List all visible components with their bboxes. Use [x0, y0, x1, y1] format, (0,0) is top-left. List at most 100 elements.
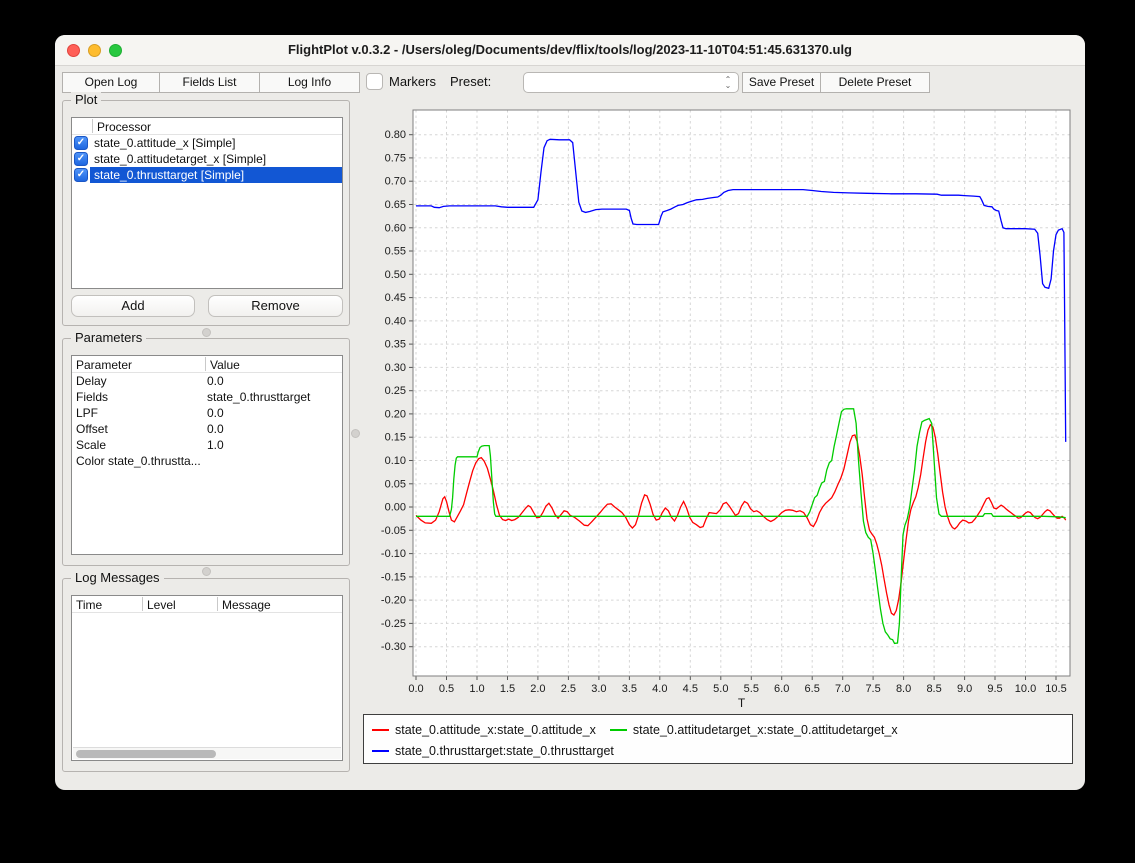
svg-text:3.5: 3.5 [622, 683, 637, 695]
svg-text:0.75: 0.75 [385, 152, 406, 164]
svg-text:4.0: 4.0 [652, 683, 667, 695]
log-messages-panel-title: Log Messages [71, 570, 164, 585]
preset-label: Preset: [450, 74, 491, 89]
split-divider-handle[interactable] [202, 328, 211, 337]
fields-list-button[interactable]: Fields List [159, 72, 260, 93]
svg-text:8.5: 8.5 [926, 683, 941, 695]
check-icon: ✓ [77, 153, 85, 164]
svg-text:0.60: 0.60 [385, 222, 406, 234]
svg-text:9.5: 9.5 [987, 683, 1002, 695]
svg-text:-0.30: -0.30 [381, 641, 406, 653]
svg-text:1.5: 1.5 [500, 683, 515, 695]
column-divider [217, 597, 218, 611]
check-icon: ✓ [77, 169, 85, 180]
level-column-header: Level [147, 598, 176, 612]
parameter-column-header: Parameter [76, 358, 132, 372]
open-log-button[interactable]: Open Log [62, 72, 160, 93]
svg-text:-0.15: -0.15 [381, 571, 406, 583]
param-row-scale[interactable]: Scale 1.0 [72, 437, 342, 453]
plot-row-attitudetarget-x[interactable]: ✓ state_0.attitudetarget_x [Simple] [72, 151, 342, 167]
parameters-table: Parameter Value Delay 0.0 Fields state_0… [71, 355, 343, 555]
window-title: FlightPlot v.0.3.2 - /Users/oleg/Documen… [55, 42, 1085, 57]
processor-column-header: Processor [97, 120, 151, 134]
svg-text:-0.10: -0.10 [381, 548, 406, 560]
svg-text:0.55: 0.55 [385, 246, 406, 258]
plot-row-label: state_0.attitude_x [Simple] [90, 135, 342, 151]
check-icon: ✓ [77, 137, 85, 148]
param-name: LPF [72, 406, 205, 420]
svg-text:10.0: 10.0 [1015, 683, 1036, 695]
horizontal-scrollbar[interactable] [73, 747, 341, 759]
svg-text:10.5: 10.5 [1045, 683, 1066, 695]
column-divider [205, 357, 206, 371]
svg-text:-0.20: -0.20 [381, 595, 406, 607]
parameters-panel: Parameters Parameter Value Delay 0.0 Fie… [62, 338, 350, 566]
delete-preset-button[interactable]: Delete Preset [820, 72, 930, 93]
legend-entry: state_0.thrusttarget:state_0.thrusttarge… [372, 740, 614, 761]
time-column-header: Time [76, 598, 102, 612]
log-messages-panel: Log Messages Time Level Message [62, 578, 350, 772]
red-line-swatch-icon [372, 729, 389, 731]
plot-row-label: state_0.thrusttarget [Simple] [90, 167, 342, 183]
svg-text:4.5: 4.5 [683, 683, 698, 695]
svg-text:-0.25: -0.25 [381, 618, 406, 630]
checkbox-checked-icon[interactable]: ✓ [74, 152, 88, 166]
markers-checkbox[interactable] [366, 73, 383, 90]
checkbox-checked-icon[interactable]: ✓ [74, 136, 88, 150]
param-value[interactable]: state_0.thrusttarget [205, 390, 342, 404]
x-axis-title: T [738, 696, 746, 710]
param-row-fields[interactable]: Fields state_0.thrusttarget [72, 389, 342, 405]
param-value[interactable]: 1.0 [205, 438, 342, 452]
param-row-lpf[interactable]: LPF 0.0 [72, 405, 342, 421]
plot-table: Processor ✓ state_0.attitude_x [Simple] … [71, 117, 343, 289]
scrollbar-thumb[interactable] [76, 750, 216, 758]
svg-text:0.25: 0.25 [385, 385, 406, 397]
app-window: FlightPlot v.0.3.2 - /Users/oleg/Documen… [55, 35, 1085, 790]
param-name: Delay [72, 374, 205, 388]
markers-label: Markers [389, 74, 436, 89]
svg-text:6.0: 6.0 [774, 683, 789, 695]
log-messages-table-header: Time Level Message [72, 596, 342, 613]
param-value[interactable]: 0.0 [205, 406, 342, 420]
svg-text:0.20: 0.20 [385, 408, 406, 420]
legend-label: state_0.attitude_x:state_0.attitude_x [395, 723, 596, 737]
remove-button[interactable]: Remove [208, 295, 343, 317]
svg-text:0.10: 0.10 [385, 455, 406, 467]
param-row-delay[interactable]: Delay 0.0 [72, 373, 342, 389]
svg-text:7.0: 7.0 [835, 683, 850, 695]
plot-row-attitude-x[interactable]: ✓ state_0.attitude_x [Simple] [72, 135, 342, 151]
add-button[interactable]: Add [71, 295, 195, 317]
svg-text:0.00: 0.00 [385, 502, 406, 514]
svg-text:0.35: 0.35 [385, 339, 406, 351]
param-value[interactable]: 0.0 [205, 374, 342, 388]
flight-data-chart[interactable]: -0.30-0.25-0.20-0.15-0.10-0.050.000.050.… [362, 100, 1078, 710]
svg-text:5.0: 5.0 [713, 683, 728, 695]
param-row-color[interactable]: Color state_0.thrustta... [72, 453, 342, 469]
log-info-button[interactable]: Log Info [259, 72, 360, 93]
svg-text:6.5: 6.5 [805, 683, 820, 695]
split-divider-handle[interactable] [351, 429, 360, 438]
param-value[interactable]: 0.0 [205, 422, 342, 436]
split-divider-handle[interactable] [202, 567, 211, 576]
checkbox-checked-icon[interactable]: ✓ [74, 168, 88, 182]
save-preset-button[interactable]: Save Preset [742, 72, 821, 93]
param-name: Fields [72, 390, 205, 404]
plot-area[interactable] [413, 110, 1070, 676]
plot-row-thrusttarget-selected[interactable]: ✓ state_0.thrusttarget [Simple] [72, 167, 342, 183]
svg-text:1.0: 1.0 [469, 683, 484, 695]
svg-text:-0.05: -0.05 [381, 525, 406, 537]
plot-row-label: state_0.attitudetarget_x [Simple] [90, 151, 342, 167]
legend-label: state_0.attitudetarget_x:state_0.attitud… [633, 723, 898, 737]
legend-label: state_0.thrusttarget:state_0.thrusttarge… [395, 744, 614, 758]
svg-text:0.30: 0.30 [385, 362, 406, 374]
legend-entry: state_0.attitude_x:state_0.attitude_x [372, 719, 596, 740]
preset-combobox[interactable]: ⌃ ⌄ [523, 72, 739, 93]
param-row-offset[interactable]: Offset 0.0 [72, 421, 342, 437]
toolbar: Open Log Fields List Log Info Markers Pr… [55, 72, 1085, 94]
combo-spinner-icon[interactable]: ⌃ ⌄ [721, 74, 735, 92]
parameters-panel-title: Parameters [71, 330, 146, 345]
plot-table-header: Processor [72, 118, 342, 135]
svg-text:3.0: 3.0 [591, 683, 606, 695]
param-name: Color state_0.thrustta... [72, 454, 205, 468]
title-bar[interactable]: FlightPlot v.0.3.2 - /Users/oleg/Documen… [55, 35, 1085, 66]
